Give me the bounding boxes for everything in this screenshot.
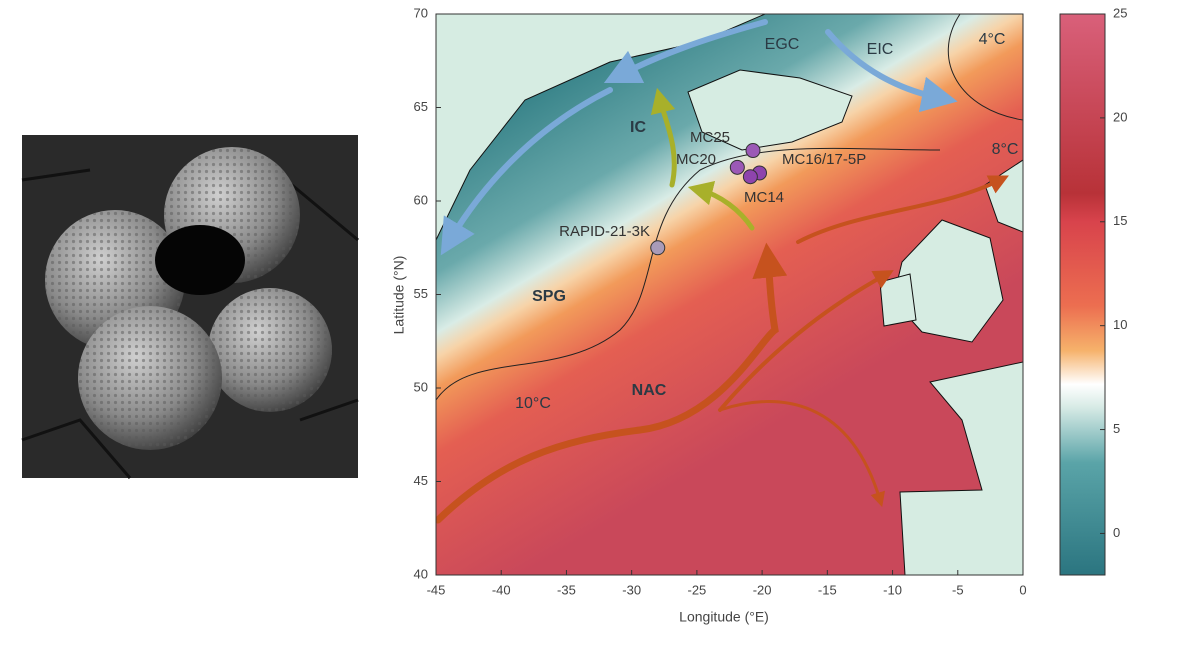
map-annotation: 8°C	[992, 141, 1019, 158]
site-label: MC16/17-5P	[782, 151, 866, 168]
colorbar-tick-label: 0	[1113, 525, 1120, 540]
map-annotation: IC	[630, 119, 646, 136]
x-tick-label: 0	[1019, 582, 1026, 597]
colorbar-tick-label: 15	[1113, 213, 1127, 228]
y-tick-label: 40	[414, 566, 428, 581]
core-site	[729, 159, 745, 175]
x-tick-label: -45	[427, 582, 446, 597]
core-site	[742, 169, 758, 185]
x-tick-label: -20	[753, 582, 772, 597]
y-axis-label: Latitude (°N)	[391, 256, 407, 335]
site-label: MC20	[676, 151, 716, 168]
x-axis-label: Longitude (°E)	[679, 609, 769, 625]
y-tick-label: 45	[414, 473, 428, 488]
y-tick-label: 55	[414, 286, 428, 301]
x-tick-label: -5	[952, 582, 964, 597]
map-annotation: EGC	[765, 36, 800, 53]
currents	[436, 19, 1009, 524]
ireland	[879, 273, 917, 327]
colorbar	[1059, 13, 1106, 576]
x-tick-label: -30	[622, 582, 641, 597]
colorbar-tick-label: 25	[1113, 5, 1127, 20]
x-tick-label: -10	[883, 582, 902, 597]
colorbar-tick-label: 20	[1113, 109, 1127, 124]
y-tick-label: 70	[414, 5, 428, 20]
site-label: MC14	[744, 189, 784, 206]
core-site	[650, 240, 666, 256]
europe	[899, 361, 1023, 575]
x-tick-label: -35	[557, 582, 576, 597]
x-tick-label: -40	[492, 582, 511, 597]
y-tick-label: 60	[414, 192, 428, 207]
map-annotation: 4°C	[979, 31, 1006, 48]
map-area	[436, 14, 1023, 575]
map-annotation: EIC	[867, 41, 894, 58]
map-annotation: 10°C	[515, 395, 551, 412]
colorbar-tick-label: 10	[1113, 317, 1127, 332]
scandinavia	[984, 159, 1023, 233]
x-tick-label: -25	[687, 582, 706, 597]
site-label: MC25	[690, 129, 730, 146]
colorbar-tick-label: 5	[1113, 421, 1120, 436]
isotherm	[436, 147, 941, 401]
y-tick-label: 65	[414, 99, 428, 114]
site-label: RAPID-21-3K	[559, 223, 650, 240]
map-annotation: SPG	[532, 288, 566, 305]
map-annotation: NAC	[632, 382, 667, 399]
core-site	[745, 143, 761, 159]
foram-photo	[21, 135, 359, 479]
iceland	[687, 69, 853, 151]
x-tick-label: -15	[818, 582, 837, 597]
y-tick-label: 50	[414, 379, 428, 394]
